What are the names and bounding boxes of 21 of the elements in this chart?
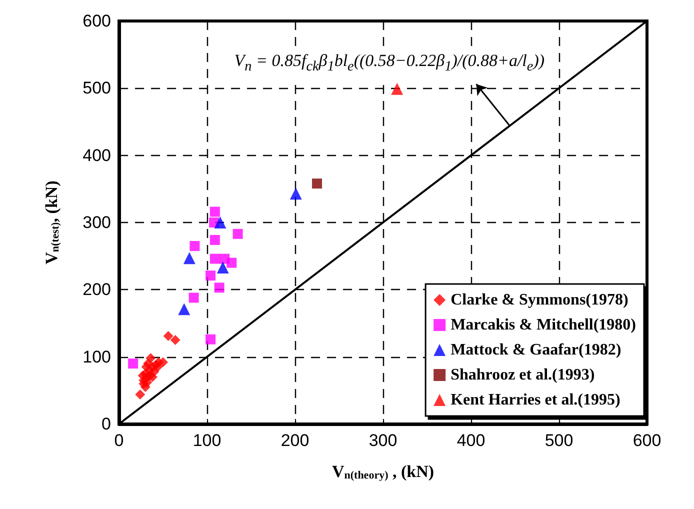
legend-label: Clarke & Symmons(1978) — [450, 292, 628, 308]
y-axis-title: Vn(test), (kN) — [42, 180, 62, 264]
legend-label: Marcakis & Mitchell(1980) — [450, 316, 636, 334]
x-tick-label: 500 — [544, 431, 574, 450]
legend-label: Kent Harries et al.(1995) — [450, 392, 620, 408]
x-tick-label: 200 — [280, 431, 310, 450]
y-tick-label: 400 — [82, 146, 111, 165]
x-tick-label: 100 — [192, 431, 222, 450]
x-tick-label: 600 — [632, 431, 662, 450]
y-tick-label: 0 — [102, 414, 111, 434]
x-tick-label: 0 — [114, 431, 124, 450]
y-tick-label: 200 — [82, 280, 111, 300]
y-tick-label: 100 — [82, 347, 111, 366]
y-tick-label: 300 — [82, 213, 111, 232]
text: V$_{n}$ = 0.85f$_{ck}$β$_{1}$bl$_{e}$((0.58−0.22β$_{1}$)/(0.88+a/l$_{e}$)) — [234, 51, 545, 75]
legend-label: Mattock & Gaafar(1982) — [450, 342, 622, 358]
y-tick-label: 600 — [82, 12, 111, 30]
legend-label: Shahrooz et al.(1993) — [450, 366, 595, 384]
x-tick-label: 300 — [368, 431, 398, 450]
x-tick-label: 400 — [456, 431, 486, 450]
y-tick-label: 500 — [82, 78, 111, 98]
